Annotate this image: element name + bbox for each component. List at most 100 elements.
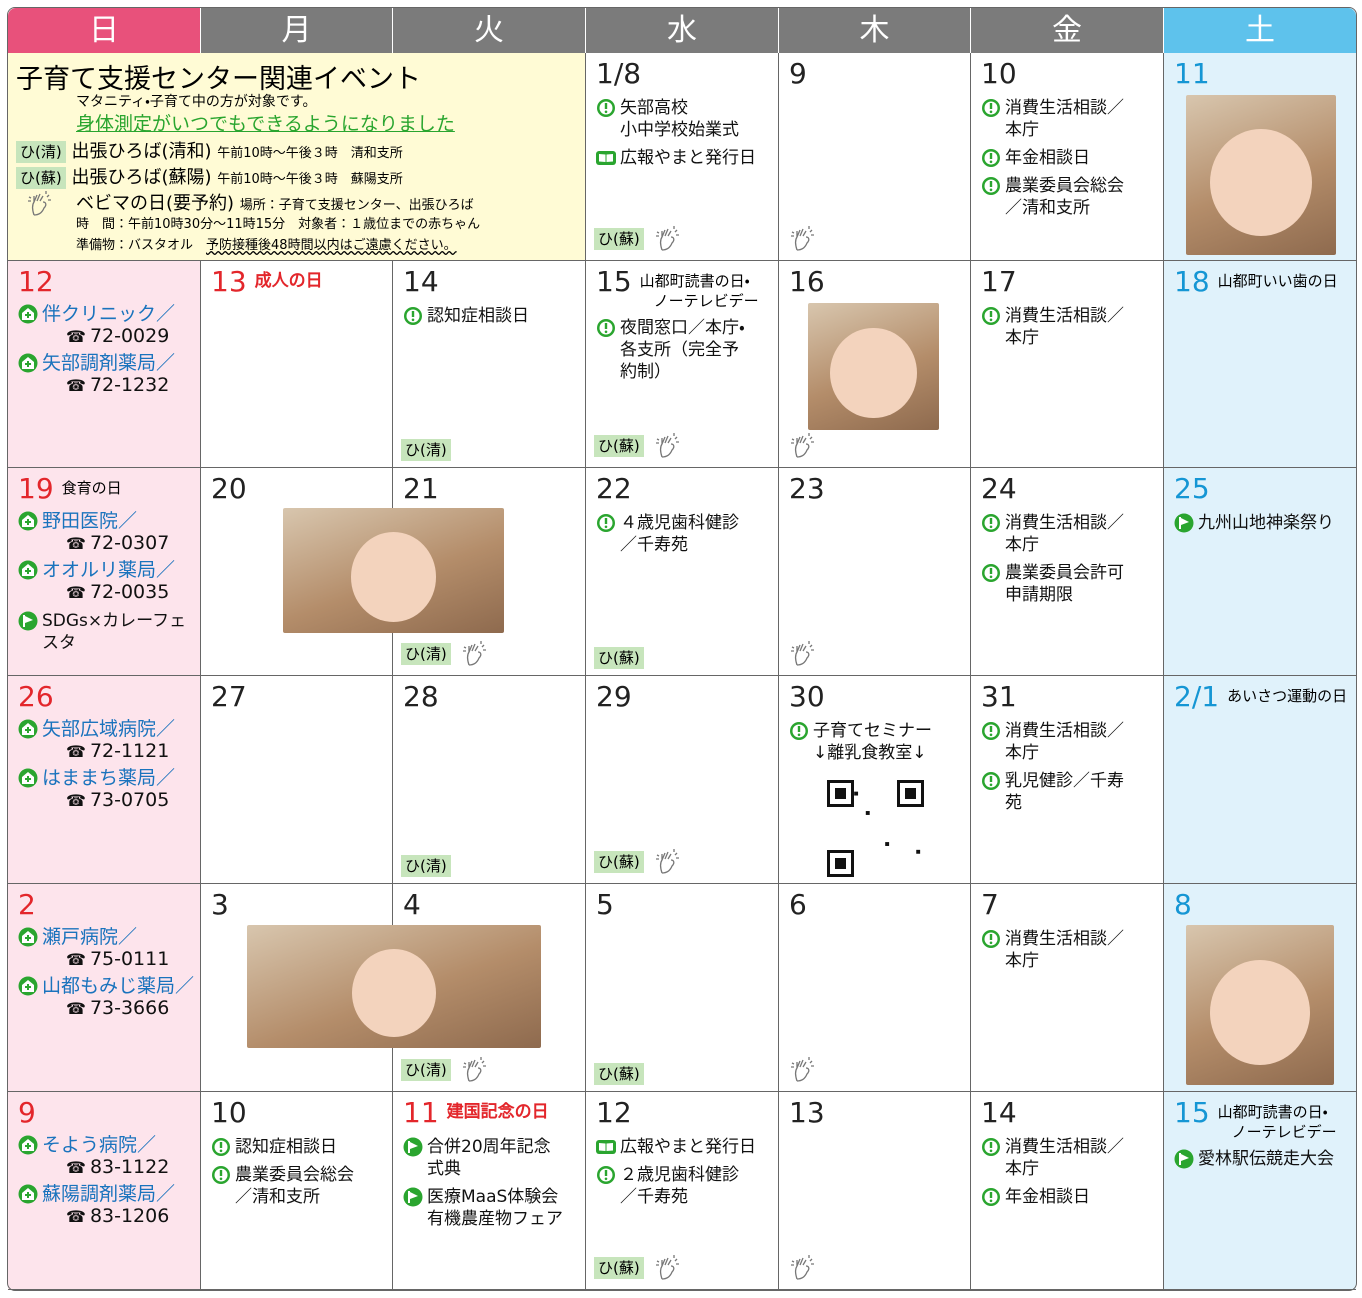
date: 17 (981, 265, 1017, 298)
event-text: 有機農産物フェア (427, 1209, 563, 1229)
massage-icon (791, 1255, 814, 1280)
event-icon (18, 353, 38, 373)
event-text: 認知症相談日 (235, 1137, 337, 1157)
day-cell: 31 消費生活相談／ 本庁 乳児健診／千寿苑 (971, 676, 1164, 884)
date-row: 20 (211, 472, 392, 506)
event-text: 野田医院／ (42, 510, 138, 532)
baby-prep-row: 準備物：バスタオル 予防接種後48時間以内はご遠慮ください。 (76, 234, 457, 253)
day-cell: 29 ひ(蘇) (586, 676, 779, 884)
date: 12 (18, 265, 54, 298)
event-text: 広報やまと発行日 (620, 148, 756, 168)
date-row: 11 建国記念の日 (403, 1096, 585, 1130)
massage-icon (791, 433, 814, 458)
event: ２歳児歯科健診 ／千寿苑 (596, 1164, 778, 1208)
note-line: 食育の日 (61, 479, 122, 497)
note-line: ノーテレビデー (1231, 1123, 1337, 1141)
date: 2/1 (1174, 680, 1220, 713)
event-text: 矢部調剤薬局／ (42, 352, 176, 374)
day-cell: 14 認知症相談日ひ(清) (393, 261, 586, 468)
date-note: 山都町読書の日・ ノーテレビデー (1218, 1102, 1337, 1142)
date: 13 (211, 265, 247, 298)
day-cell: 27 (201, 676, 393, 884)
event-text: 伴クリニック／ (42, 303, 176, 325)
date-note: 食育の日 (62, 478, 122, 498)
date: 22 (596, 472, 632, 505)
event: 合併20周年記念 式典 (403, 1136, 585, 1180)
date-note: 山都町いい歯の日 (1218, 271, 1338, 291)
day-cell: 9 (779, 53, 971, 261)
day-cell: 5 ひ(蘇) (586, 884, 779, 1092)
date-row: 24 (981, 472, 1163, 506)
event: 農業委員会総会 ／清和支所 (981, 175, 1163, 219)
date-row: 23 (789, 472, 970, 506)
qr-pattern (827, 780, 924, 877)
phone: 73-0705 (42, 789, 200, 812)
event: 消費生活相談／ 本庁 (981, 928, 1163, 972)
phone: 72-0307 (42, 532, 200, 555)
date-row: 10 (211, 1096, 392, 1130)
date-row: 13 成人の日 (211, 265, 392, 299)
day-cell: 13 (779, 1092, 971, 1290)
phone: 72-1121 (42, 740, 200, 763)
cell-footer (787, 639, 821, 669)
date: 20 (211, 472, 247, 505)
day-cell: 23 (779, 468, 971, 676)
date-row: 15 山都町読書の日・ ノーテレビデー (596, 265, 778, 311)
tag: ひ(清) (16, 141, 66, 163)
event-text: 消費生活相談／ (1005, 98, 1124, 118)
event-text: 医療MaaS体験会 (427, 1187, 559, 1207)
date: 11 (403, 1096, 439, 1129)
photo (1186, 925, 1334, 1085)
item-name: 出張ひろば(清和) (71, 141, 212, 162)
date: 15 (1174, 1096, 1210, 1129)
event-text: 本庁 (1005, 120, 1039, 140)
event-text: 農業委員会総会 (1005, 176, 1124, 196)
event-text: 認知症相談日 (427, 306, 529, 326)
tag: ひ(蘇) (594, 228, 644, 250)
event-icon (597, 99, 615, 117)
event-icon (18, 927, 38, 947)
tag: ひ(清) (401, 1059, 451, 1081)
note-line: ノーテレビデー (653, 292, 759, 310)
event-text: そよう病院／ (42, 1134, 157, 1156)
phone: 72-0035 (42, 581, 200, 604)
item-name: 出張ひろば(蘇陽) (71, 167, 212, 188)
event: 広報やまと発行日 (596, 1136, 778, 1158)
date: 21 (403, 472, 439, 505)
face (1210, 129, 1312, 237)
event: 伴クリニック／72-0029 (18, 303, 200, 348)
event: 山都もみじ薬局／73-3666 (18, 975, 200, 1020)
cell-footer (787, 224, 821, 254)
date-row: 30 (789, 680, 970, 714)
date: 9 (789, 57, 807, 90)
event-icon (18, 1135, 38, 1155)
cell-footer: ひ(清) (401, 439, 451, 461)
event: SDGs×カレーフェスタ (18, 610, 200, 654)
event-text: 消費生活相談／ (1005, 1137, 1124, 1157)
photo (247, 925, 541, 1048)
item-detail: 午前10時～午後３時 清和支所 (217, 146, 403, 161)
date-row: 12 (596, 1096, 778, 1130)
cell-footer: ひ(清) (401, 1055, 493, 1085)
event-text: ／清和支所 (235, 1187, 320, 1207)
event-icon (982, 722, 1000, 740)
photo (1186, 95, 1336, 255)
date: 6 (789, 888, 807, 921)
date-row: 27 (211, 680, 392, 714)
day-cell: 28 ひ(清) (393, 676, 586, 884)
event-text: 子育てセミナー (813, 721, 932, 741)
day-cell: 1/8 矢部高校 小中学校始業式 広報やまと発行日 ひ(蘇) (586, 53, 779, 261)
event: 瀬戸病院／75-0111 (18, 926, 200, 971)
info-note: マタニティ・子育て中の方が対象です。 (76, 94, 317, 110)
date: 10 (981, 57, 1017, 90)
event-text: 合併20周年記念 (427, 1137, 551, 1157)
cell-footer: ひ(蘇) (594, 431, 686, 461)
baby-row: ベビマの日(要予約) 場所：子育て支援センター、出張ひろば (76, 189, 474, 215)
date: 14 (403, 265, 439, 298)
massage-icon (655, 849, 679, 874)
date-row: 10 (981, 57, 1163, 91)
date-row: 3 (211, 888, 392, 922)
